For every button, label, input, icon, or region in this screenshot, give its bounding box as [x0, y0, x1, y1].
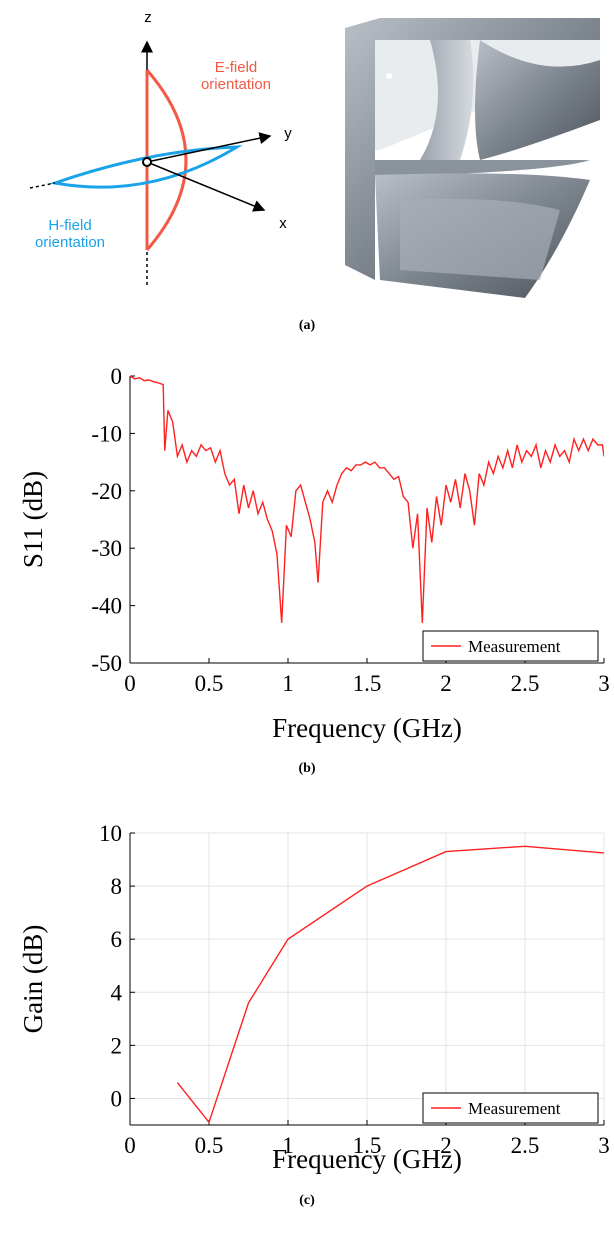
caption: (a)	[299, 318, 316, 333]
x-axis-label: Frequency (GHz)	[272, 713, 462, 743]
x-tick-label: 0.5	[195, 1133, 224, 1158]
x-tick-label: 2	[440, 1133, 452, 1158]
x-tick-label: 1.5	[353, 671, 382, 696]
antenna-photo	[345, 18, 600, 298]
y-axis-label: S11 (dB)	[18, 471, 48, 568]
field-diagram: z y x E-field orientation H-field orient…	[29, 9, 292, 285]
x-tick-label: 1.5	[353, 1133, 382, 1158]
e-field-label: orientation	[201, 76, 271, 93]
h-field-label: H-field	[48, 217, 91, 234]
x-tick-label: 1	[282, 1133, 294, 1158]
x-tick-label: 1	[282, 671, 294, 696]
y-tick-label: -50	[91, 651, 122, 676]
x-tick-label: 2.5	[511, 671, 540, 696]
y-tick-label: -20	[91, 479, 122, 504]
h-field-curve	[49, 145, 243, 189]
x-tick-label: 0.5	[195, 671, 224, 696]
y-tick-label: 0	[111, 1086, 123, 1111]
legend-label: Measurement	[468, 1099, 561, 1118]
data-line	[176, 845, 604, 1124]
e-field-curve	[145, 69, 188, 251]
x-tick-label: 0	[124, 671, 136, 696]
caption: (b)	[298, 761, 315, 776]
y-axis	[146, 132, 272, 163]
legend-label: Measurement	[468, 637, 561, 656]
y-axis-label: Gain (dB)	[18, 925, 48, 1034]
x-axis-label: Frequency (GHz)	[272, 1144, 462, 1174]
x-tick-label: 2	[440, 671, 452, 696]
y-tick-label: 6	[111, 927, 123, 952]
x-tick-label: 2.5	[511, 1133, 540, 1158]
y-tick-label: -10	[91, 421, 122, 446]
x-axis	[146, 161, 266, 212]
e-field-label: E-field	[215, 59, 258, 76]
y-tick-label: 8	[111, 874, 123, 899]
y-tick-label: -40	[91, 594, 122, 619]
y-axis-dotted	[29, 182, 56, 189]
y-tick-label: 4	[111, 980, 123, 1005]
x-tick-label: 3	[598, 671, 610, 696]
data-line	[130, 375, 604, 623]
x-tick-label: 0	[124, 1133, 136, 1158]
y-tick-label: 0	[111, 364, 123, 389]
x-tick-label: 3	[598, 1133, 610, 1158]
origin	[142, 157, 152, 167]
h-field-label: orientation	[35, 234, 105, 251]
y-tick-label: 2	[111, 1033, 123, 1058]
z-label: z	[144, 9, 152, 26]
caption: (c)	[299, 1193, 315, 1208]
y-label: y	[284, 125, 292, 142]
y-tick-label: 10	[99, 821, 122, 846]
y-tick-label: -30	[91, 536, 122, 561]
x-label: x	[279, 215, 287, 232]
